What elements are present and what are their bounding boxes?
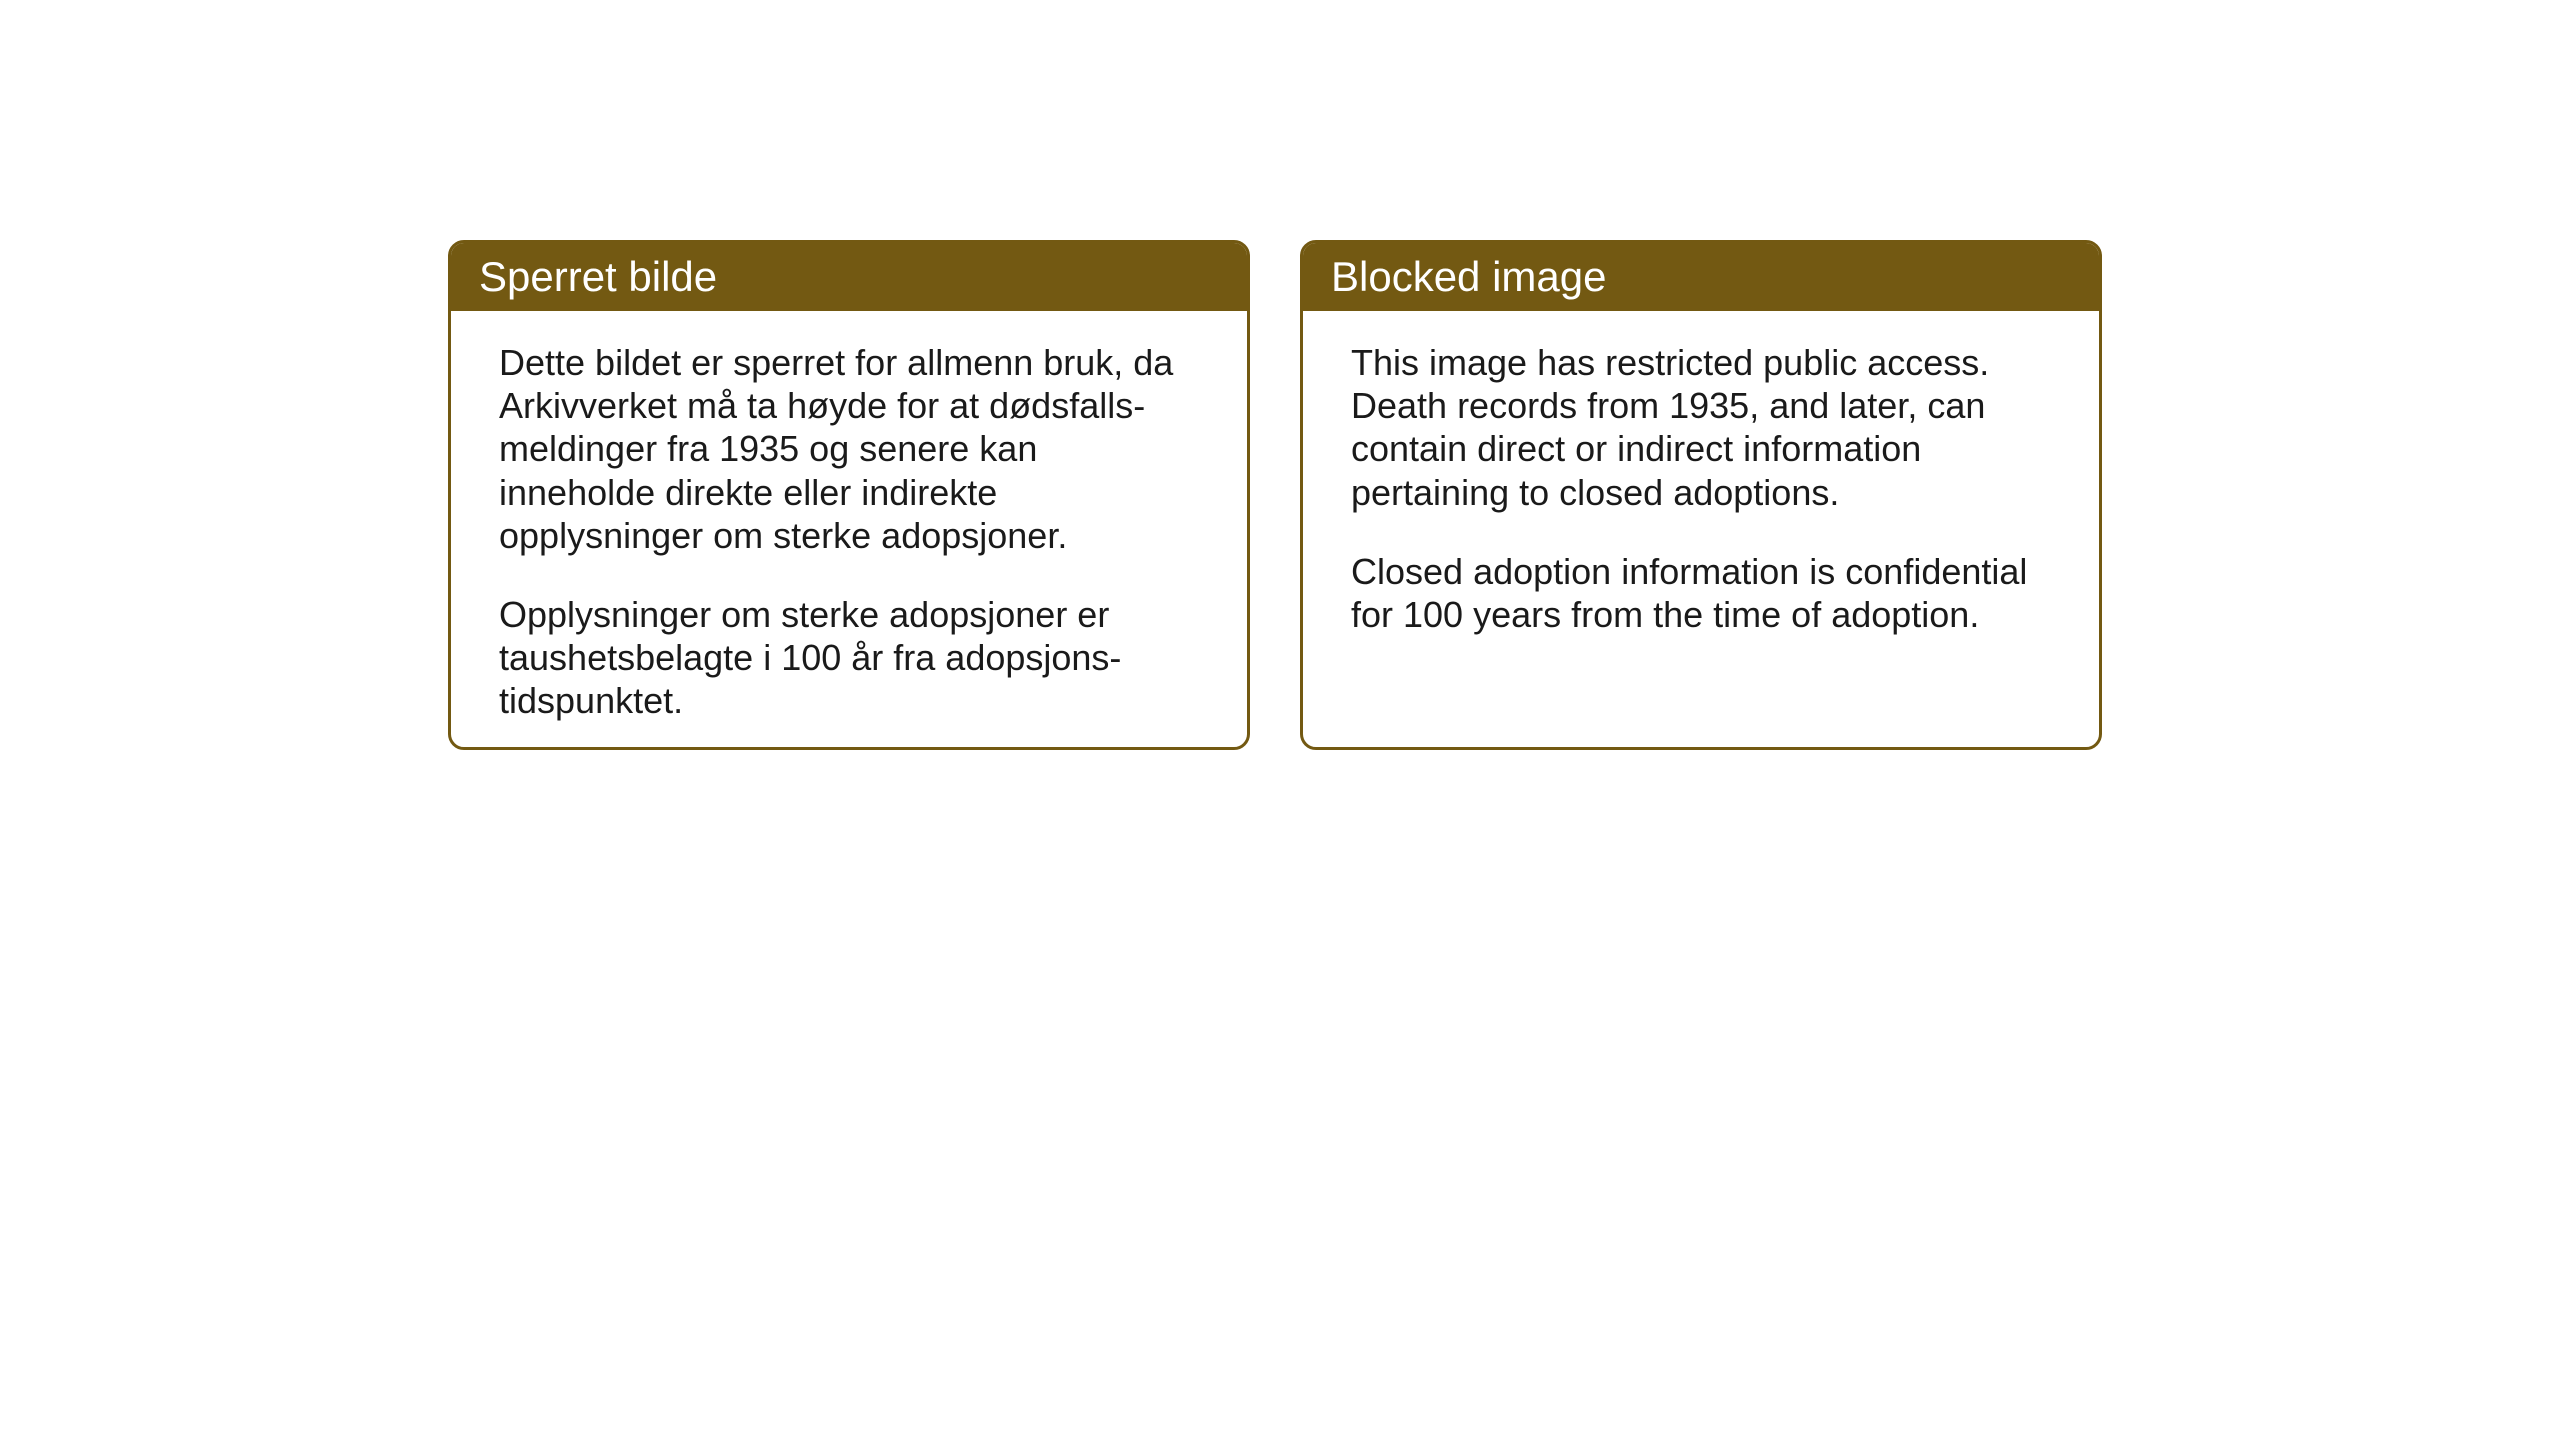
- english-card-title: Blocked image: [1303, 243, 2099, 311]
- english-card-body: This image has restricted public access.…: [1303, 311, 2099, 676]
- norwegian-card: Sperret bilde Dette bildet er sperret fo…: [448, 240, 1250, 750]
- norwegian-card-body: Dette bildet er sperret for allmenn bruk…: [451, 311, 1247, 750]
- cards-container: Sperret bilde Dette bildet er sperret fo…: [448, 240, 2102, 750]
- english-paragraph-1: This image has restricted public access.…: [1351, 341, 2051, 514]
- norwegian-card-title: Sperret bilde: [451, 243, 1247, 311]
- english-card: Blocked image This image has restricted …: [1300, 240, 2102, 750]
- english-paragraph-2: Closed adoption information is confident…: [1351, 550, 2051, 636]
- norwegian-paragraph-1: Dette bildet er sperret for allmenn bruk…: [499, 341, 1199, 557]
- norwegian-paragraph-2: Opplysninger om sterke adopsjoner er tau…: [499, 593, 1199, 723]
